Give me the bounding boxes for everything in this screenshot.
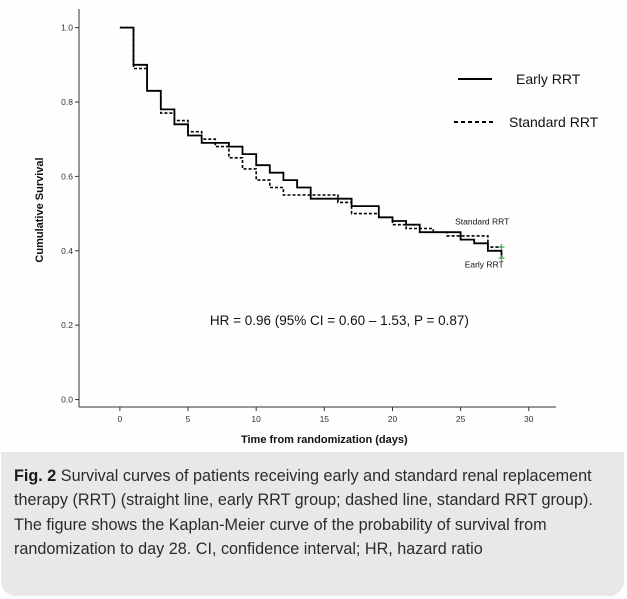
- y-tick-label: 1.0: [61, 23, 73, 33]
- y-tick-label: 0.2: [61, 320, 73, 330]
- legend-label-standard: Standard RRT: [509, 114, 599, 130]
- x-tick-label: 5: [186, 414, 191, 424]
- y-tick-label: 0.0: [61, 395, 73, 405]
- hazard-ratio-annotation: HR = 0.96 (95% CI = 0.60 – 1.53, P = 0.8…: [210, 313, 469, 328]
- plot-panel: [1, 1, 624, 452]
- caption-panel: [1, 452, 624, 596]
- y-tick-label: 0.4: [61, 246, 73, 256]
- x-ticks: 0 5 10 15 20 25 30: [118, 407, 534, 424]
- x-tick-label: 30: [524, 414, 534, 424]
- legend-label-early: Early RRT: [516, 71, 581, 87]
- y-tick-label: 0.8: [61, 97, 73, 107]
- survival-chart: 0.0 0.2 0.4 0.6 0.8 1.0 0 5 10 15 20 25 30 Cumulati…: [34, 9, 599, 446]
- x-axis-title: Time from randomization (days): [241, 434, 408, 446]
- y-tick-label: 0.6: [61, 171, 73, 181]
- series-early-rrt: [119, 26, 503, 259]
- figure-label: Fig. 2: [14, 467, 57, 485]
- censor-markers: [498, 244, 505, 262]
- x-tick-label: 25: [456, 414, 466, 424]
- chart-axes: [78, 9, 556, 408]
- y-ticks: 0.0 0.2 0.4 0.6 0.8 1.0: [61, 23, 79, 405]
- y-axis-title: Cumulative Survival: [34, 157, 46, 262]
- series-layer: [119, 26, 503, 259]
- x-tick-label: 10: [251, 414, 261, 424]
- x-tick-label: 20: [388, 414, 398, 424]
- caption-text: Survival curves of patients receiving ea…: [14, 467, 593, 559]
- curve-label-annotation: Standard RRT: [455, 217, 509, 227]
- series-standard-rrt: [119, 26, 502, 248]
- x-tick-label: 15: [320, 414, 330, 424]
- x-tick-label: 0: [118, 414, 123, 424]
- legend: Early RRT Standard RRT: [454, 71, 599, 130]
- annotations: Standard RRT Early RRT HR = 0.96 (95% CI =…: [210, 217, 510, 328]
- figure-caption: Fig. 2 Survival curves of patients recei…: [14, 464, 614, 562]
- curve-label-annotation: Early RRT: [465, 260, 504, 270]
